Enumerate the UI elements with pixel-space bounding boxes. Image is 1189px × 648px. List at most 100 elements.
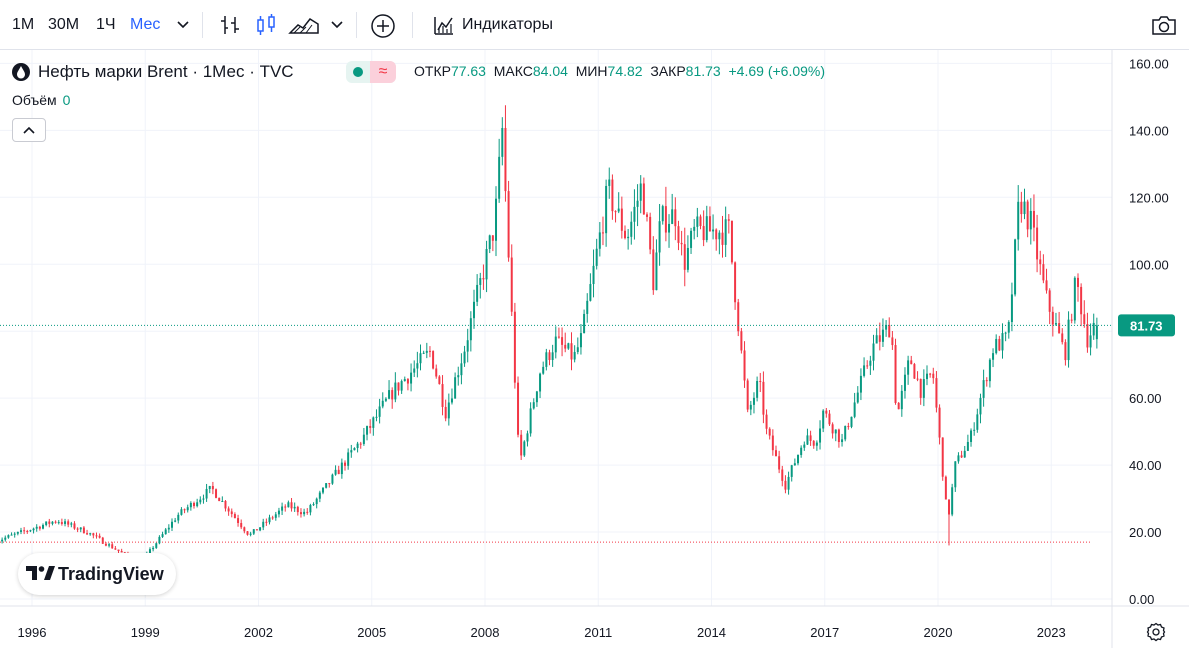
candle-body — [32, 528, 35, 531]
candle-body — [441, 384, 444, 407]
candle-body — [925, 373, 928, 380]
candle-body — [262, 521, 265, 528]
candle-body — [1086, 324, 1089, 348]
candle-body — [19, 530, 22, 532]
candle-body — [771, 435, 774, 451]
candle-body — [806, 435, 809, 445]
candle-body — [995, 338, 998, 354]
tradingview-logo[interactable]: TradingView — [18, 553, 176, 595]
candle-body — [7, 535, 10, 538]
candle-body — [863, 365, 866, 376]
settings-gear-icon[interactable] — [1146, 622, 1166, 642]
symbol-title[interactable]: Нефть марки Brent · 1Мес · TVC — [38, 62, 294, 81]
data-delay-icon: ≈ — [370, 61, 396, 83]
interval-1m-button[interactable]: 1М — [12, 16, 35, 33]
time-axis-label: 2014 — [697, 625, 726, 640]
candle-body — [255, 529, 258, 531]
candle-body — [299, 512, 302, 515]
candle-body — [797, 454, 800, 464]
candle-body — [419, 353, 422, 364]
candle-body — [916, 378, 919, 380]
interval-30m-button[interactable]: 30М — [48, 16, 80, 33]
candle-body — [680, 242, 683, 245]
last-price-badge — [1118, 314, 1175, 337]
candle-body — [287, 502, 290, 508]
candles-icon[interactable] — [254, 13, 278, 37]
interval-1h-button[interactable]: 1Ч — [96, 16, 116, 33]
chevron-down-icon[interactable] — [330, 18, 344, 32]
toolbar-divider — [356, 12, 357, 38]
candle-body — [866, 365, 869, 367]
candle-body — [894, 345, 897, 403]
candle-body — [328, 483, 331, 485]
candle-body — [215, 489, 218, 498]
candle-body — [809, 435, 812, 441]
candle-body — [872, 343, 875, 361]
candle-body — [457, 375, 460, 378]
indicators-button[interactable]: Индикаторы — [462, 16, 553, 33]
candle-body — [881, 329, 884, 342]
interval-month-button[interactable]: Мес — [130, 16, 161, 33]
candle-body — [466, 340, 469, 352]
candle-body — [605, 185, 608, 234]
candle-body — [1032, 210, 1035, 228]
camera-icon[interactable] — [1150, 13, 1178, 37]
candle-body — [306, 511, 309, 513]
bars-icon[interactable] — [218, 13, 242, 37]
candle-body — [598, 232, 601, 249]
last-price-label: 81.73 — [1130, 318, 1163, 333]
candle-body — [715, 229, 718, 240]
candle-body — [944, 476, 947, 500]
indicators-icon[interactable] — [432, 13, 456, 37]
candle-body — [617, 208, 620, 212]
candle-body — [633, 206, 636, 222]
candle-body — [756, 381, 759, 398]
candle-body — [841, 439, 844, 443]
series-status-pill[interactable]: ≈ — [346, 61, 396, 83]
candle-body — [957, 455, 960, 462]
candle-body — [378, 406, 381, 417]
area-icon[interactable] — [288, 13, 320, 37]
candle-body — [340, 462, 343, 475]
candle-body — [189, 502, 192, 508]
candle-body — [240, 523, 243, 528]
candle-body — [469, 318, 472, 341]
candle-body — [668, 223, 671, 233]
candle-body — [108, 544, 111, 546]
candle-body — [586, 300, 589, 314]
candle-body — [985, 380, 988, 382]
candle-body — [727, 219, 730, 221]
price-chart[interactable]: 0.0020.0040.0060.0080.00100.00120.00140.… — [0, 50, 1189, 648]
candle-body — [447, 402, 450, 419]
candle-body — [746, 380, 749, 410]
candle-body — [64, 521, 67, 524]
candle-body — [1073, 277, 1076, 321]
candle-body — [548, 352, 551, 361]
candle-body — [774, 450, 777, 457]
candle-body — [1054, 323, 1057, 325]
volume-label: Объём — [12, 92, 57, 108]
ohlc-values: ОТКР77.63 МАКС84.04 МИН74.82 ЗАКР81.73 +… — [414, 63, 825, 79]
price-axis-label: 0.00 — [1129, 592, 1154, 607]
candle-body — [778, 456, 781, 470]
candle-body — [438, 376, 441, 385]
candle-body — [1076, 277, 1079, 287]
candle-body — [82, 527, 85, 534]
chevron-down-icon[interactable] — [176, 18, 190, 32]
collapse-legend-button[interactable] — [12, 118, 46, 142]
candle-body — [1051, 311, 1054, 325]
add-compare-icon[interactable] — [370, 13, 396, 39]
candle-body — [243, 527, 246, 532]
candle-body — [724, 219, 727, 245]
candle-body — [1042, 264, 1045, 281]
candle-body — [199, 499, 202, 503]
market-status-dot — [353, 67, 363, 77]
time-axis-label: 2020 — [924, 625, 953, 640]
candle-body — [517, 382, 520, 435]
candle-body — [259, 527, 262, 531]
candle-body — [1083, 314, 1086, 325]
candle-body — [164, 529, 167, 535]
candle-body — [321, 487, 324, 493]
candle-body — [344, 462, 347, 466]
candle-body — [400, 381, 403, 391]
